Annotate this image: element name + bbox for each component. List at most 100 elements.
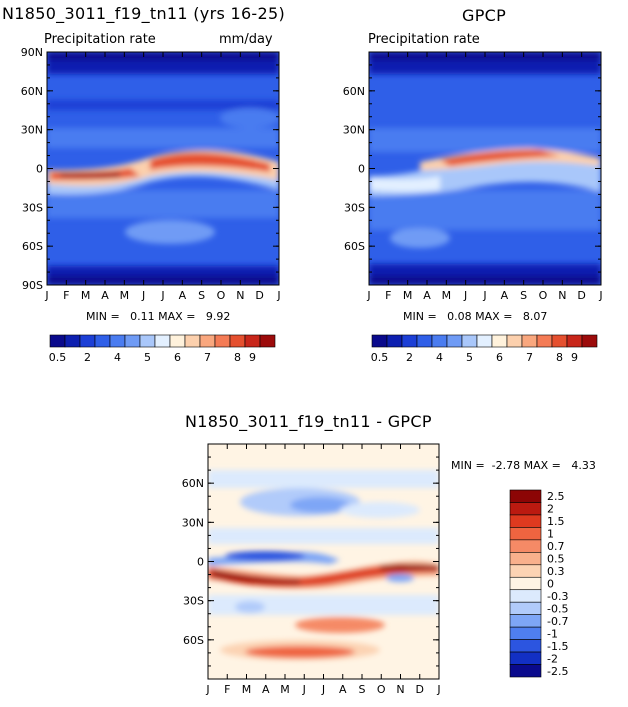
model-panel-subtitle: Precipitation rate	[44, 32, 156, 47]
diff-xtick-label: S	[359, 683, 366, 696]
diff-xtick-label: A	[339, 683, 347, 696]
model-xtick-label: N	[236, 289, 244, 302]
obs-panel-subtitle: Precipitation rate	[368, 32, 480, 47]
model-xtick-label: O	[217, 289, 226, 302]
obs-ytick-label: 60S	[344, 240, 365, 253]
diff-panel-title: N1850_3011_f19_tn11 - GPCP	[185, 412, 432, 431]
model-xtick-label: M	[120, 289, 130, 302]
model-xtick-label: S	[198, 289, 205, 302]
diff-colorbar-swatch	[509, 539, 542, 553]
model-colorbar-swatch	[184, 334, 201, 348]
diff-ytick-label: 30S	[183, 595, 204, 608]
model-ytick-label: 90S	[22, 279, 43, 292]
diff-xtick-label: F	[224, 683, 230, 696]
obs-colorbar-swatch	[476, 334, 493, 348]
model-xtick-label: J	[276, 289, 280, 302]
obs-colorbar-swatch	[386, 334, 403, 348]
model-xtick-label: J	[160, 289, 164, 302]
diff-colorbar-label: 0.3	[547, 565, 565, 578]
obs-xtick-label: J	[598, 289, 602, 302]
diff-xtick-label: M	[280, 683, 290, 696]
diff-colorbar-label: 2	[547, 503, 554, 516]
diff-xtick-label: J	[205, 683, 209, 696]
obs-xtick-label: S	[520, 289, 527, 302]
obs-stats: MIN = 0.08 MAX = 8.07	[403, 310, 548, 323]
model-colorbar-label: 9	[249, 351, 256, 364]
model-ytick-label: 60N	[21, 85, 43, 98]
obs-colorbar-swatch	[521, 334, 538, 348]
model-colorbar-label: 4	[114, 351, 121, 364]
diff-colorbar-label: -0.7	[547, 615, 568, 628]
obs-colorbar-swatch	[416, 334, 433, 348]
model-colorbar-swatch	[259, 334, 276, 348]
diff-colorbar-swatch	[509, 564, 542, 578]
diff-ytick-label: 0	[197, 556, 204, 569]
model-colorbar-label: 0.5	[49, 351, 67, 364]
diff-colorbar-label: -1.5	[547, 640, 568, 653]
diff-colorbar-label: -2	[547, 652, 558, 665]
model-colorbar-label: 6	[174, 351, 181, 364]
diff-colorbar-swatch	[509, 502, 542, 516]
obs-colorbar-swatch	[461, 334, 478, 348]
diff-colorbar-swatch	[509, 552, 542, 566]
obs-colorbar-label: 9	[571, 351, 578, 364]
obs-colorbar-label: 7	[526, 351, 533, 364]
model-colorbar-swatch	[109, 334, 126, 348]
model-stats: MIN = 0.11 MAX = 9.92	[86, 310, 231, 323]
diff-xtick-label: O	[377, 683, 386, 696]
model-colorbar-label: 5	[144, 351, 151, 364]
diff-xtick-label: J	[302, 683, 306, 696]
model-ytick-label: 60S	[22, 240, 43, 253]
diff-colorbar-label: -0.5	[547, 602, 568, 615]
diff-colorbar-label: 0.7	[547, 540, 565, 553]
model-colorbar-swatch	[199, 334, 216, 348]
model-xtick-label: D	[255, 289, 263, 302]
diff-colorbar-swatch	[509, 651, 542, 665]
diff-colorbar-label: 1	[547, 528, 554, 541]
model-ytick-label: 0	[36, 163, 43, 176]
diff-ytick-label: 60N	[182, 477, 204, 490]
model-colorbar-swatch	[79, 334, 96, 348]
obs-xtick-label: M	[403, 289, 413, 302]
diff-xtick-label: D	[416, 683, 424, 696]
obs-colorbar-label: 4	[436, 351, 443, 364]
obs-colorbar-label: 8	[556, 351, 563, 364]
diff-colorbar-swatch	[509, 664, 542, 678]
model-xtick-label: J	[44, 289, 48, 302]
model-colorbar-swatch	[244, 334, 261, 348]
obs-colorbar-label: 0.5	[371, 351, 389, 364]
obs-colorbar-swatch	[401, 334, 418, 348]
model-colorbar-swatch	[64, 334, 81, 348]
model-colorbar-label: 2	[84, 351, 91, 364]
diff-colorbar-label: 0.5	[547, 553, 565, 566]
diff-colorbar-swatch	[509, 527, 542, 541]
obs-panel-title: GPCP	[462, 6, 507, 25]
diff-colorbar-swatch	[509, 589, 542, 603]
model-colorbar-label: 8	[234, 351, 241, 364]
obs-ytick-label: 0	[358, 163, 365, 176]
model-xtick-label: A	[101, 289, 109, 302]
obs-colorbar-swatch	[581, 334, 598, 348]
diff-colorbar-label: 1.5	[547, 515, 565, 528]
obs-colorbar-swatch	[506, 334, 523, 348]
diff-colorbar-label: -0.3	[547, 590, 568, 603]
diff-colorbar-swatch	[509, 614, 542, 628]
obs-ytick-label: 60N	[343, 85, 365, 98]
diff-colorbar-swatch	[509, 489, 542, 503]
obs-colorbar-swatch	[431, 334, 448, 348]
model-xtick-label: F	[63, 289, 69, 302]
diff-ytick-label: 30N	[182, 516, 204, 529]
model-colorbar-swatch	[169, 334, 186, 348]
model-colorbar-swatch	[49, 334, 66, 348]
model-colorbar-swatch	[94, 334, 111, 348]
model-ytick-label: 30S	[22, 201, 43, 214]
diff-colorbar-swatch	[509, 626, 542, 640]
obs-colorbar-swatch	[491, 334, 508, 348]
obs-xtick-label: J	[482, 289, 486, 302]
model-colorbar-label: 7	[204, 351, 211, 364]
obs-xtick-label: F	[385, 289, 391, 302]
diff-stats: MIN = -2.78 MAX = 4.33	[451, 459, 596, 472]
obs-ytick-label: 30S	[344, 201, 365, 214]
diff-xtick-label: J	[436, 683, 440, 696]
